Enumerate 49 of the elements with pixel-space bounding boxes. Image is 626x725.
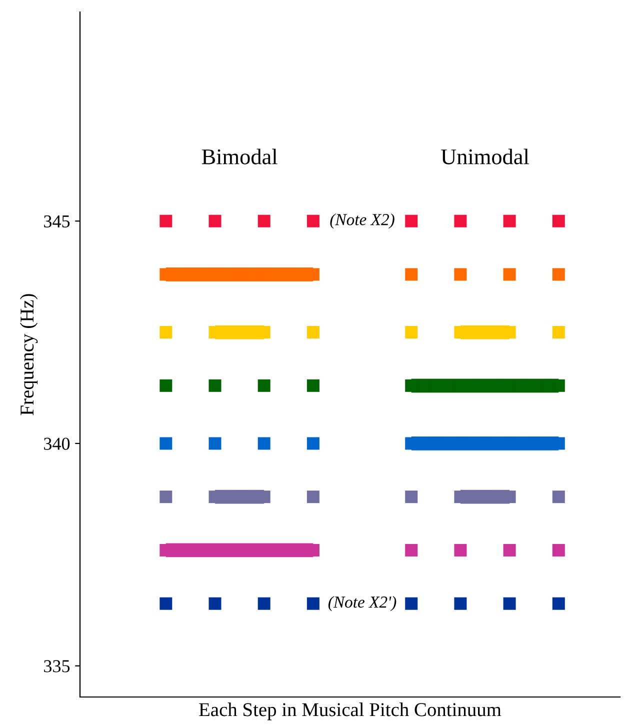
point [552,544,565,556]
annotation: (Note X2) [330,214,394,229]
point [306,490,320,504]
point [454,268,467,281]
point [160,379,172,392]
point [160,214,172,228]
point [552,268,565,281]
point [454,597,467,610]
point [160,597,172,610]
point [405,597,418,610]
annotation: Unimodal [441,148,529,164]
point [405,268,418,281]
point [208,437,222,450]
point [552,597,565,610]
point [405,326,418,339]
point [552,326,565,339]
point [208,379,222,392]
point [208,214,222,228]
y-axis-title: Frequency (Hz) [20,294,38,416]
point [306,379,320,392]
point [306,437,320,450]
y-tick-label: 335 [44,660,70,672]
point [306,214,320,228]
point [552,490,565,504]
point [503,544,516,556]
point [552,214,565,228]
point [258,437,270,450]
point [503,597,516,610]
point [306,326,320,339]
point [405,490,418,504]
point [258,214,270,228]
point [208,597,222,610]
point [405,544,418,556]
point [258,597,270,610]
point [160,437,172,450]
y-tick-label: 340 [44,438,70,450]
y-tick-label: 345 [44,215,70,228]
point [160,326,172,339]
point [258,379,270,392]
point [405,214,418,228]
x-axis-title: Each Step in Musical Pitch Continuum [199,702,502,720]
annotation: (Note X2') [328,596,396,612]
point [160,490,172,504]
point [454,544,467,556]
point [306,597,320,610]
point [503,268,516,281]
annotation: Bimodal [202,148,278,164]
point [454,214,467,228]
point [503,214,516,228]
